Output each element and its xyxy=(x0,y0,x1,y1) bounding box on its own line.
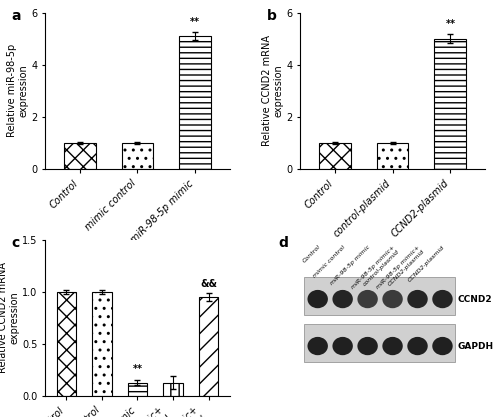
Text: d: d xyxy=(278,236,288,251)
Bar xyxy=(64,143,96,169)
Y-axis label: Relative CCND2 mRNA
expression: Relative CCND2 mRNA expression xyxy=(262,35,283,146)
Text: mimic control: mimic control xyxy=(312,244,346,278)
Bar xyxy=(180,36,211,169)
Y-axis label: Relative CCND2 mRNA
expression: Relative CCND2 mRNA expression xyxy=(0,262,19,373)
Ellipse shape xyxy=(308,290,328,308)
FancyBboxPatch shape xyxy=(304,277,456,315)
Bar xyxy=(92,292,112,396)
Text: **: ** xyxy=(190,17,200,27)
FancyBboxPatch shape xyxy=(304,324,456,362)
Bar xyxy=(128,382,147,396)
Bar xyxy=(56,292,76,396)
Text: CCND2-plasmid: CCND2-plasmid xyxy=(408,244,446,283)
Ellipse shape xyxy=(432,290,452,308)
Text: a: a xyxy=(12,9,21,23)
Bar xyxy=(319,143,350,169)
Ellipse shape xyxy=(408,337,428,355)
Text: Control: Control xyxy=(302,244,321,264)
Ellipse shape xyxy=(432,337,452,355)
Bar xyxy=(163,382,183,396)
Ellipse shape xyxy=(358,290,378,308)
Text: GAPDH: GAPDH xyxy=(458,342,494,351)
Ellipse shape xyxy=(332,290,353,308)
Bar xyxy=(122,143,154,169)
Text: c: c xyxy=(12,236,20,251)
Text: miR-98-5p mimic+
control-plasmid: miR-98-5p mimic+ control-plasmid xyxy=(351,244,400,294)
Text: miR-98-5p mimic: miR-98-5p mimic xyxy=(330,244,371,286)
Bar xyxy=(376,143,408,169)
Ellipse shape xyxy=(332,337,353,355)
Ellipse shape xyxy=(358,337,378,355)
Ellipse shape xyxy=(408,290,428,308)
Text: &&: && xyxy=(200,279,217,289)
Ellipse shape xyxy=(382,337,403,355)
Text: miR-98-5p mimic+
CCND2-plasmid: miR-98-5p mimic+ CCND2-plasmid xyxy=(376,244,425,294)
Text: **: ** xyxy=(132,364,142,374)
Text: CCND2: CCND2 xyxy=(458,294,492,304)
Text: **: ** xyxy=(446,20,456,30)
Y-axis label: Relative miR-98-5p
expression: Relative miR-98-5p expression xyxy=(6,44,29,138)
Text: b: b xyxy=(267,9,276,23)
Ellipse shape xyxy=(308,337,328,355)
Bar xyxy=(199,297,218,396)
Bar xyxy=(434,39,466,169)
Ellipse shape xyxy=(382,290,403,308)
